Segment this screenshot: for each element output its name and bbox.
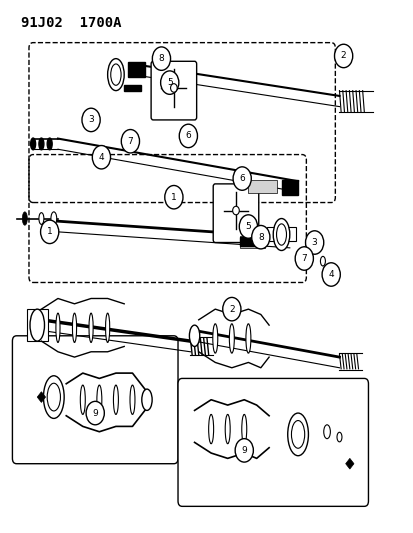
Circle shape bbox=[179, 124, 197, 148]
Circle shape bbox=[305, 231, 323, 254]
Circle shape bbox=[164, 185, 183, 209]
Ellipse shape bbox=[208, 415, 213, 443]
Ellipse shape bbox=[47, 138, 52, 150]
Circle shape bbox=[40, 220, 59, 244]
Bar bbox=[281, 180, 297, 195]
Ellipse shape bbox=[56, 313, 60, 342]
Circle shape bbox=[251, 225, 269, 249]
Ellipse shape bbox=[130, 385, 135, 415]
Polygon shape bbox=[37, 392, 45, 402]
Text: 5: 5 bbox=[166, 78, 172, 87]
Ellipse shape bbox=[51, 212, 57, 225]
Circle shape bbox=[160, 71, 178, 94]
Circle shape bbox=[92, 146, 110, 169]
Text: 1: 1 bbox=[47, 228, 52, 236]
Text: 6: 6 bbox=[239, 174, 244, 183]
Circle shape bbox=[222, 297, 240, 321]
Ellipse shape bbox=[97, 385, 102, 415]
Circle shape bbox=[152, 47, 170, 70]
Text: 4: 4 bbox=[98, 153, 104, 161]
Ellipse shape bbox=[72, 313, 76, 342]
Ellipse shape bbox=[47, 383, 60, 411]
Circle shape bbox=[294, 247, 313, 270]
Text: 2: 2 bbox=[228, 305, 234, 313]
Circle shape bbox=[86, 401, 104, 425]
Circle shape bbox=[82, 108, 100, 132]
Text: 8: 8 bbox=[257, 233, 263, 241]
Bar bbox=[240, 237, 264, 246]
Circle shape bbox=[334, 44, 352, 68]
Text: 6: 6 bbox=[185, 132, 191, 140]
Bar bbox=[124, 85, 140, 91]
Bar bbox=[248, 180, 277, 193]
Ellipse shape bbox=[241, 415, 246, 443]
Circle shape bbox=[232, 206, 239, 215]
Ellipse shape bbox=[276, 224, 286, 245]
Ellipse shape bbox=[105, 313, 109, 342]
Circle shape bbox=[233, 167, 251, 190]
FancyBboxPatch shape bbox=[213, 184, 258, 243]
FancyBboxPatch shape bbox=[12, 336, 178, 464]
Polygon shape bbox=[345, 458, 353, 469]
Ellipse shape bbox=[320, 256, 325, 266]
Ellipse shape bbox=[22, 212, 27, 225]
FancyBboxPatch shape bbox=[151, 61, 196, 120]
Ellipse shape bbox=[225, 415, 230, 443]
Text: 7: 7 bbox=[127, 137, 133, 146]
Ellipse shape bbox=[31, 138, 36, 150]
Text: 9: 9 bbox=[92, 409, 98, 417]
Ellipse shape bbox=[39, 138, 44, 150]
Ellipse shape bbox=[303, 246, 308, 255]
Ellipse shape bbox=[245, 324, 250, 353]
Ellipse shape bbox=[43, 376, 64, 418]
Ellipse shape bbox=[107, 59, 124, 91]
Bar bbox=[27, 309, 47, 341]
Text: 8: 8 bbox=[158, 54, 164, 63]
Ellipse shape bbox=[336, 432, 341, 442]
Ellipse shape bbox=[287, 413, 308, 456]
Ellipse shape bbox=[141, 389, 152, 410]
Bar bbox=[240, 236, 264, 248]
Bar bbox=[128, 62, 145, 77]
Ellipse shape bbox=[39, 213, 44, 224]
Text: 3: 3 bbox=[88, 116, 94, 124]
Circle shape bbox=[235, 439, 253, 462]
Circle shape bbox=[170, 84, 177, 92]
Ellipse shape bbox=[80, 385, 85, 415]
Ellipse shape bbox=[30, 309, 44, 341]
Ellipse shape bbox=[113, 385, 118, 415]
Ellipse shape bbox=[212, 324, 217, 353]
Ellipse shape bbox=[89, 313, 93, 342]
Ellipse shape bbox=[273, 219, 289, 251]
Text: 5: 5 bbox=[245, 222, 251, 231]
Text: 2: 2 bbox=[340, 52, 346, 60]
Circle shape bbox=[321, 263, 339, 286]
Text: 3: 3 bbox=[311, 238, 317, 247]
Ellipse shape bbox=[323, 425, 330, 439]
Text: 1: 1 bbox=[171, 193, 176, 201]
Ellipse shape bbox=[189, 325, 199, 346]
Ellipse shape bbox=[111, 64, 121, 85]
Ellipse shape bbox=[291, 421, 304, 448]
Text: 9: 9 bbox=[241, 446, 247, 455]
Text: 4: 4 bbox=[328, 270, 333, 279]
Text: 91J02  1700A: 91J02 1700A bbox=[21, 16, 121, 30]
Ellipse shape bbox=[229, 324, 234, 353]
Circle shape bbox=[239, 215, 257, 238]
Text: 7: 7 bbox=[301, 254, 306, 263]
Circle shape bbox=[121, 130, 139, 153]
FancyBboxPatch shape bbox=[178, 378, 368, 506]
Bar bbox=[266, 227, 295, 241]
